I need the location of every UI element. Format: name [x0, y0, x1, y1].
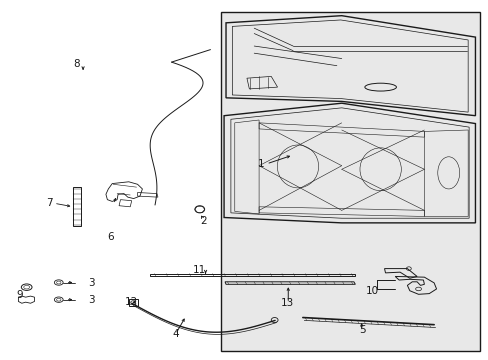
Text: 11: 11: [193, 265, 206, 275]
Bar: [73, 187, 81, 226]
Text: 1: 1: [258, 159, 264, 169]
Text: 9: 9: [17, 290, 23, 300]
Text: 10: 10: [365, 287, 378, 296]
Text: 3: 3: [88, 295, 95, 305]
Text: 8: 8: [73, 59, 80, 69]
Bar: [221, 12, 479, 351]
Bar: [128, 299, 137, 306]
Text: 12: 12: [125, 297, 138, 307]
Text: 2: 2: [200, 216, 206, 226]
Text: 5: 5: [358, 325, 365, 335]
Text: 4: 4: [172, 329, 179, 339]
Text: 7: 7: [46, 198, 52, 208]
Text: 3: 3: [88, 278, 95, 288]
Text: 6: 6: [107, 232, 114, 242]
Text: 13: 13: [280, 298, 293, 308]
